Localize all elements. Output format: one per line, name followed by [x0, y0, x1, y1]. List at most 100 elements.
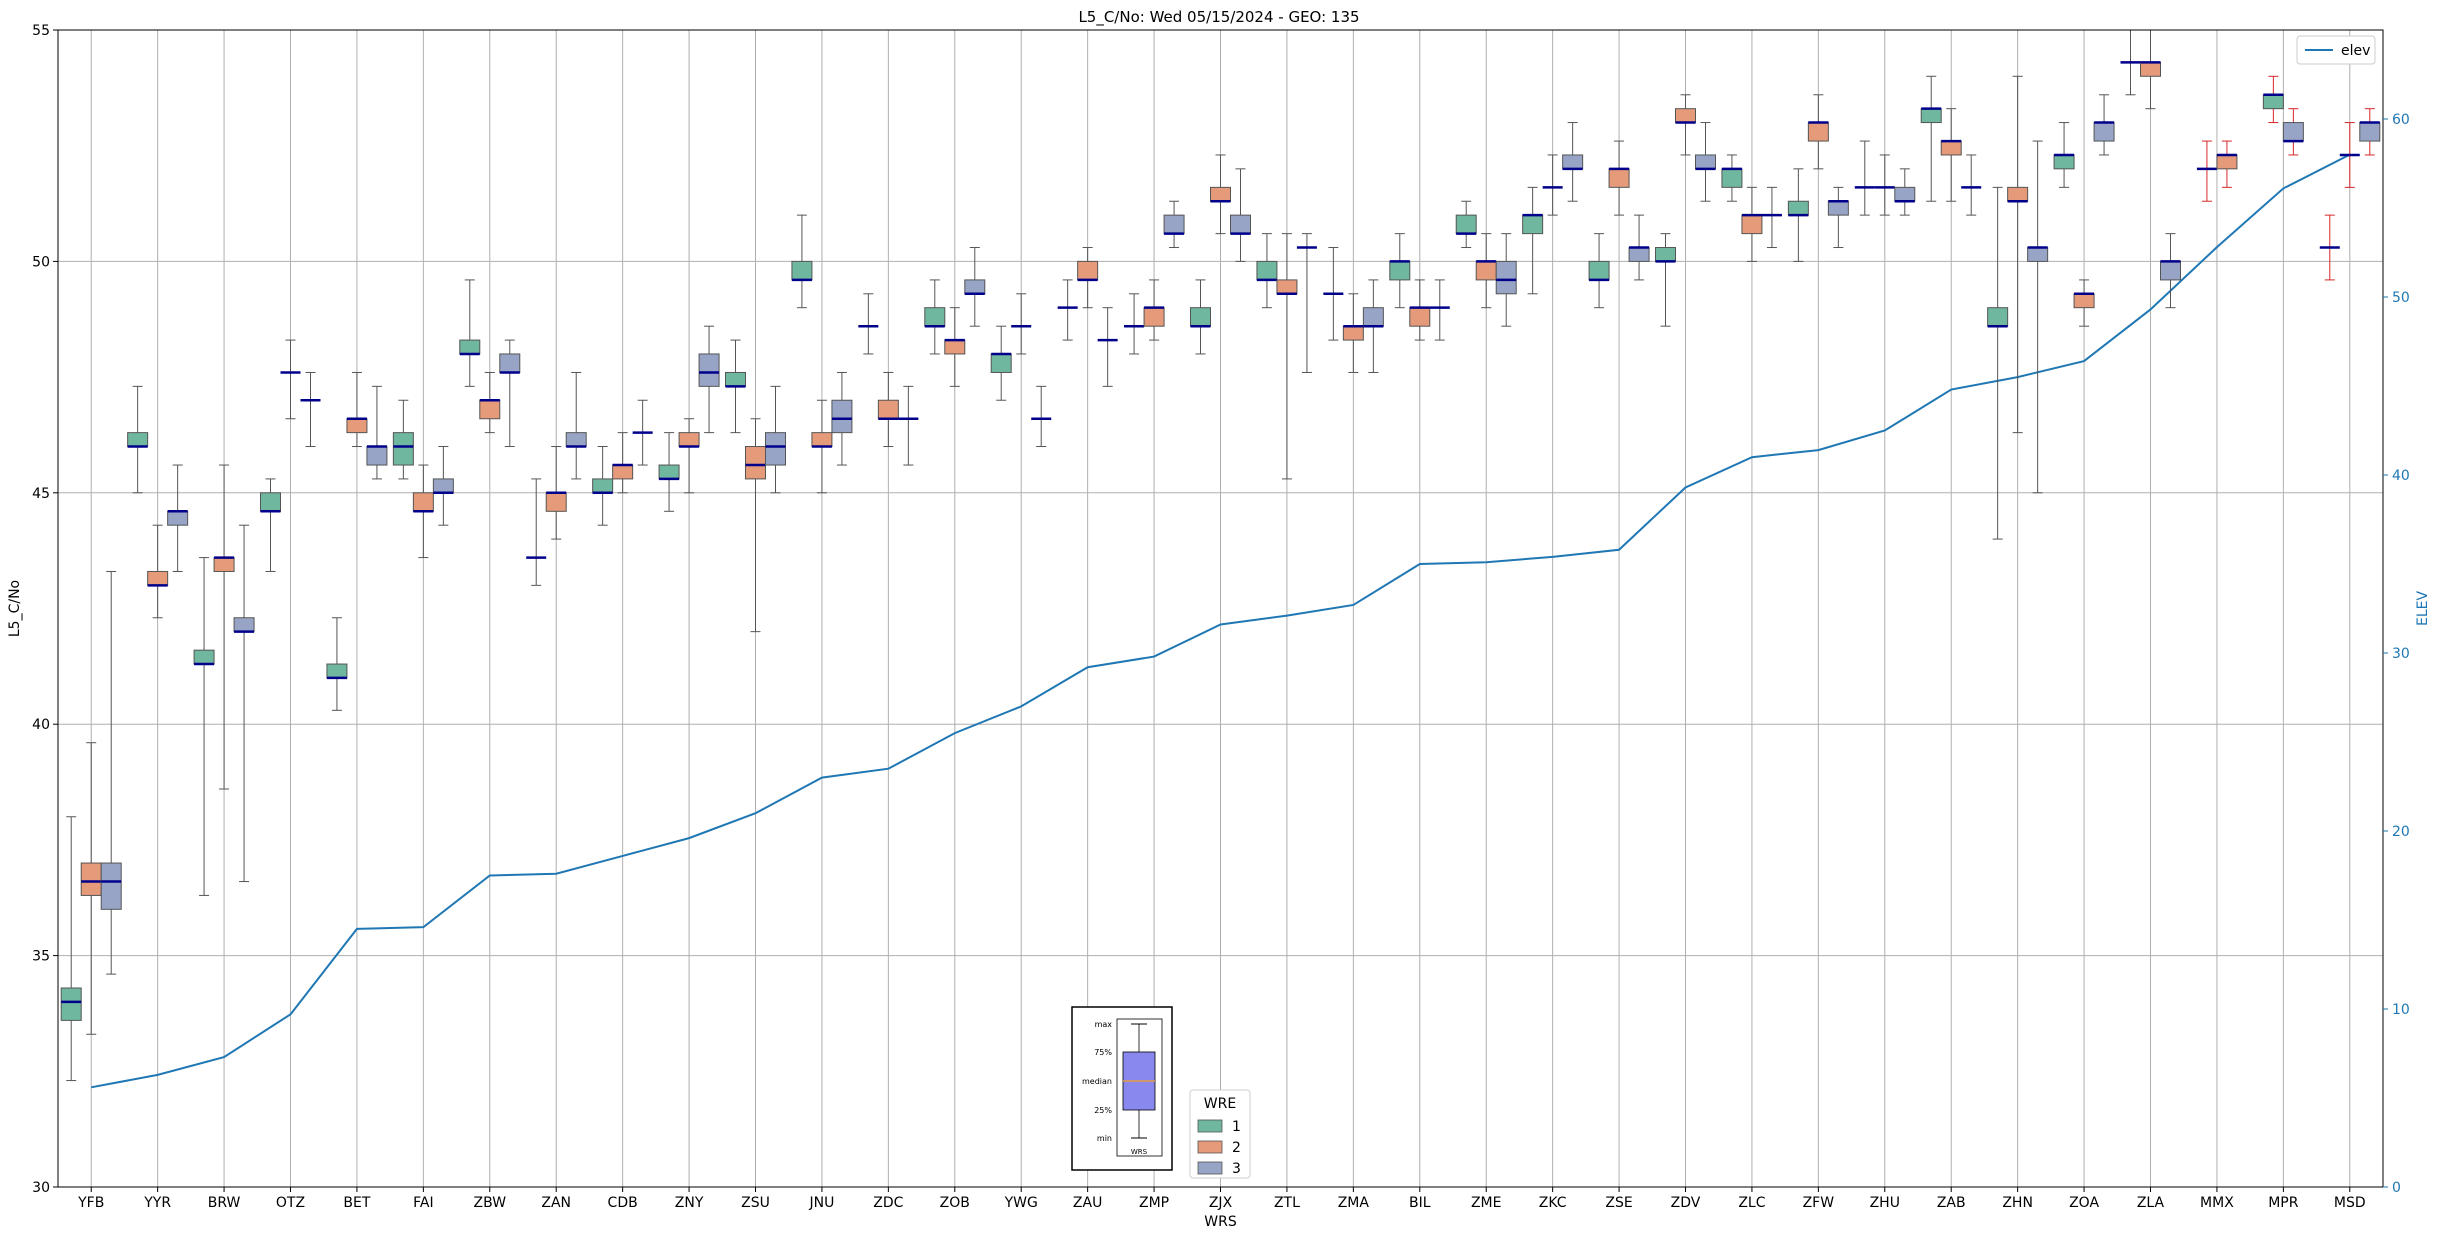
box-iqr: [944, 339, 966, 355]
wre-legend-swatch: [1197, 1161, 1223, 1175]
box-plot-zab-wre2: [1940, 108, 1962, 202]
box-plot-zbw-wre3: [499, 339, 521, 448]
y2-axis-label: ELEV: [2415, 591, 2431, 626]
x-axis: YFB YYR BRW OTZ BET FAI ZBW ZAN CDB ZNY ZSU JNU ZDC Z…: [77, 1187, 2366, 1211]
elev-legend-frame: [2296, 35, 2376, 65]
box-plot-zdv-wre3: [1695, 122, 1716, 202]
box-iqr: [1077, 260, 1099, 281]
wre-legend-swatch: [1197, 1119, 1223, 1133]
box-iqr: [1588, 260, 1610, 281]
y-tick-label: 55: [32, 23, 50, 39]
box-iqr: [678, 432, 700, 448]
box-iqr: [1230, 214, 1251, 235]
box-plot-zbw-wre1: [459, 279, 481, 387]
box-plot-zob-wre1: [924, 279, 946, 355]
x-tick-label: ZAU: [1073, 1195, 1102, 1211]
x-tick-label: ZMP: [1139, 1195, 1169, 1211]
y2-axis: 0 10 20 30 40 50 60: [2383, 112, 2410, 1196]
box-plot-ztl-wre1: [1256, 233, 1278, 309]
x-tick-label: ZKC: [1539, 1195, 1567, 1211]
box-iqr: [1210, 186, 1231, 202]
y-axis: 30 35 40 45 50 55: [32, 23, 58, 1196]
box-plot-zhn-wre1: [1987, 186, 2009, 540]
box-iqr: [1389, 260, 1411, 281]
box-plot-zhu-wre3: [1894, 168, 1916, 216]
box-iqr: [412, 492, 434, 512]
box-plot-yfb-wre3: [100, 570, 122, 975]
box-iqr: [60, 987, 82, 1021]
box-iqr: [658, 464, 680, 480]
x-tick-label: YFB: [77, 1195, 104, 1211]
x-tick-label: ZHU: [1870, 1195, 1900, 1211]
box-iqr: [1721, 168, 1743, 188]
y2-tick-label: 0: [2392, 1180, 2401, 1196]
box-plot-zoa-wre3: [2093, 94, 2115, 156]
wre-legend-frame: [1189, 1089, 1251, 1179]
y-tick-label: 35: [32, 949, 50, 965]
box-plot-zbw-wre2: [479, 371, 501, 434]
box-plot-zla-wre3: [2160, 233, 2181, 309]
x-tick-label: CDB: [608, 1195, 638, 1211]
box-plot-zan-wre2: [545, 446, 567, 540]
elev-series-line: [91, 153, 2351, 1089]
x-tick-label: MPR: [2268, 1195, 2299, 1211]
y2-tick-label: 50: [2392, 290, 2410, 306]
box-plot-zhn-wre3: [2027, 140, 2049, 494]
box-plot-zab-wre1: [1920, 75, 1942, 202]
box-iqr: [1362, 307, 1384, 327]
x-tick-label: BRW: [208, 1195, 241, 1211]
box-iqr: [80, 862, 102, 896]
chart-title: L5_C/No: Wed 05/15/2024 - GEO: 135: [1078, 8, 1359, 27]
box-plot-zan-wre3: [565, 371, 587, 480]
box-plot-zau-wre2: [1077, 247, 1099, 309]
box-plot-yyr-wre3: [167, 464, 189, 572]
box-iqr: [592, 478, 614, 494]
box-iqr: [1190, 307, 1211, 327]
x-tick-label: BIL: [1409, 1195, 1431, 1211]
box-iqr: [1276, 279, 1298, 295]
box-iqr: [545, 492, 567, 512]
box-plot-zma-wre1: [1323, 247, 1344, 341]
box-plot-zdc-wre1: [858, 293, 879, 355]
box-plot-cdb-wre2: [612, 432, 634, 494]
box-plot-zkc-wre1: [1522, 186, 1544, 295]
x-tick-label: ZAB: [1937, 1195, 1966, 1211]
box-iqr: [346, 418, 368, 434]
y2-tick-label: 60: [2392, 112, 2410, 128]
box-iqr: [2140, 61, 2161, 77]
box-plot-cdb-wre1: [592, 446, 614, 526]
x-tick-label: ZBW: [474, 1195, 507, 1211]
key-frame: [1071, 1006, 1173, 1171]
box-iqr: [2093, 122, 2115, 142]
box-iqr: [1608, 168, 1630, 188]
box-iqr: [2160, 260, 2181, 281]
y-tick-label: 45: [32, 486, 50, 502]
box-iqr: [2216, 154, 2238, 170]
box-iqr: [2262, 94, 2284, 110]
x-tick-label: YWG: [1004, 1195, 1038, 1211]
y-axis-label: L5_C/No: [7, 580, 23, 637]
box-plot-zjx-wre2: [1210, 154, 1231, 235]
key-label: max: [1095, 1020, 1113, 1029]
box-plot-zhu-wre2: [1874, 154, 1895, 216]
y-tick-label: 50: [32, 254, 50, 270]
box-iqr: [1256, 260, 1278, 281]
x-tick-label: ZDV: [1671, 1195, 1701, 1211]
x-axis-label: WRS: [1204, 1214, 1237, 1230]
x-tick-label: JNU: [808, 1195, 834, 1211]
box-plot-mpr-wre3: [2282, 108, 2304, 156]
box-iqr: [366, 446, 388, 466]
box-plot-zsu-wre3: [765, 385, 786, 494]
box-iqr: [2282, 122, 2304, 142]
x-tick-label: ZFW: [1803, 1195, 1835, 1211]
box-plot-zdv-wre1: [1655, 233, 1676, 327]
box-iqr: [2053, 154, 2075, 170]
box-plot-zmp-wre1: [1124, 293, 1145, 355]
x-tick-label: BET: [343, 1195, 370, 1211]
box-plot-zkc-wre2: [1542, 154, 1563, 216]
box-iqr: [1455, 214, 1477, 235]
x-tick-label: ZAN: [541, 1195, 571, 1211]
box-iqr: [811, 432, 833, 448]
box-iqr: [100, 862, 122, 910]
box-plot-yyr-wre2: [147, 524, 169, 619]
